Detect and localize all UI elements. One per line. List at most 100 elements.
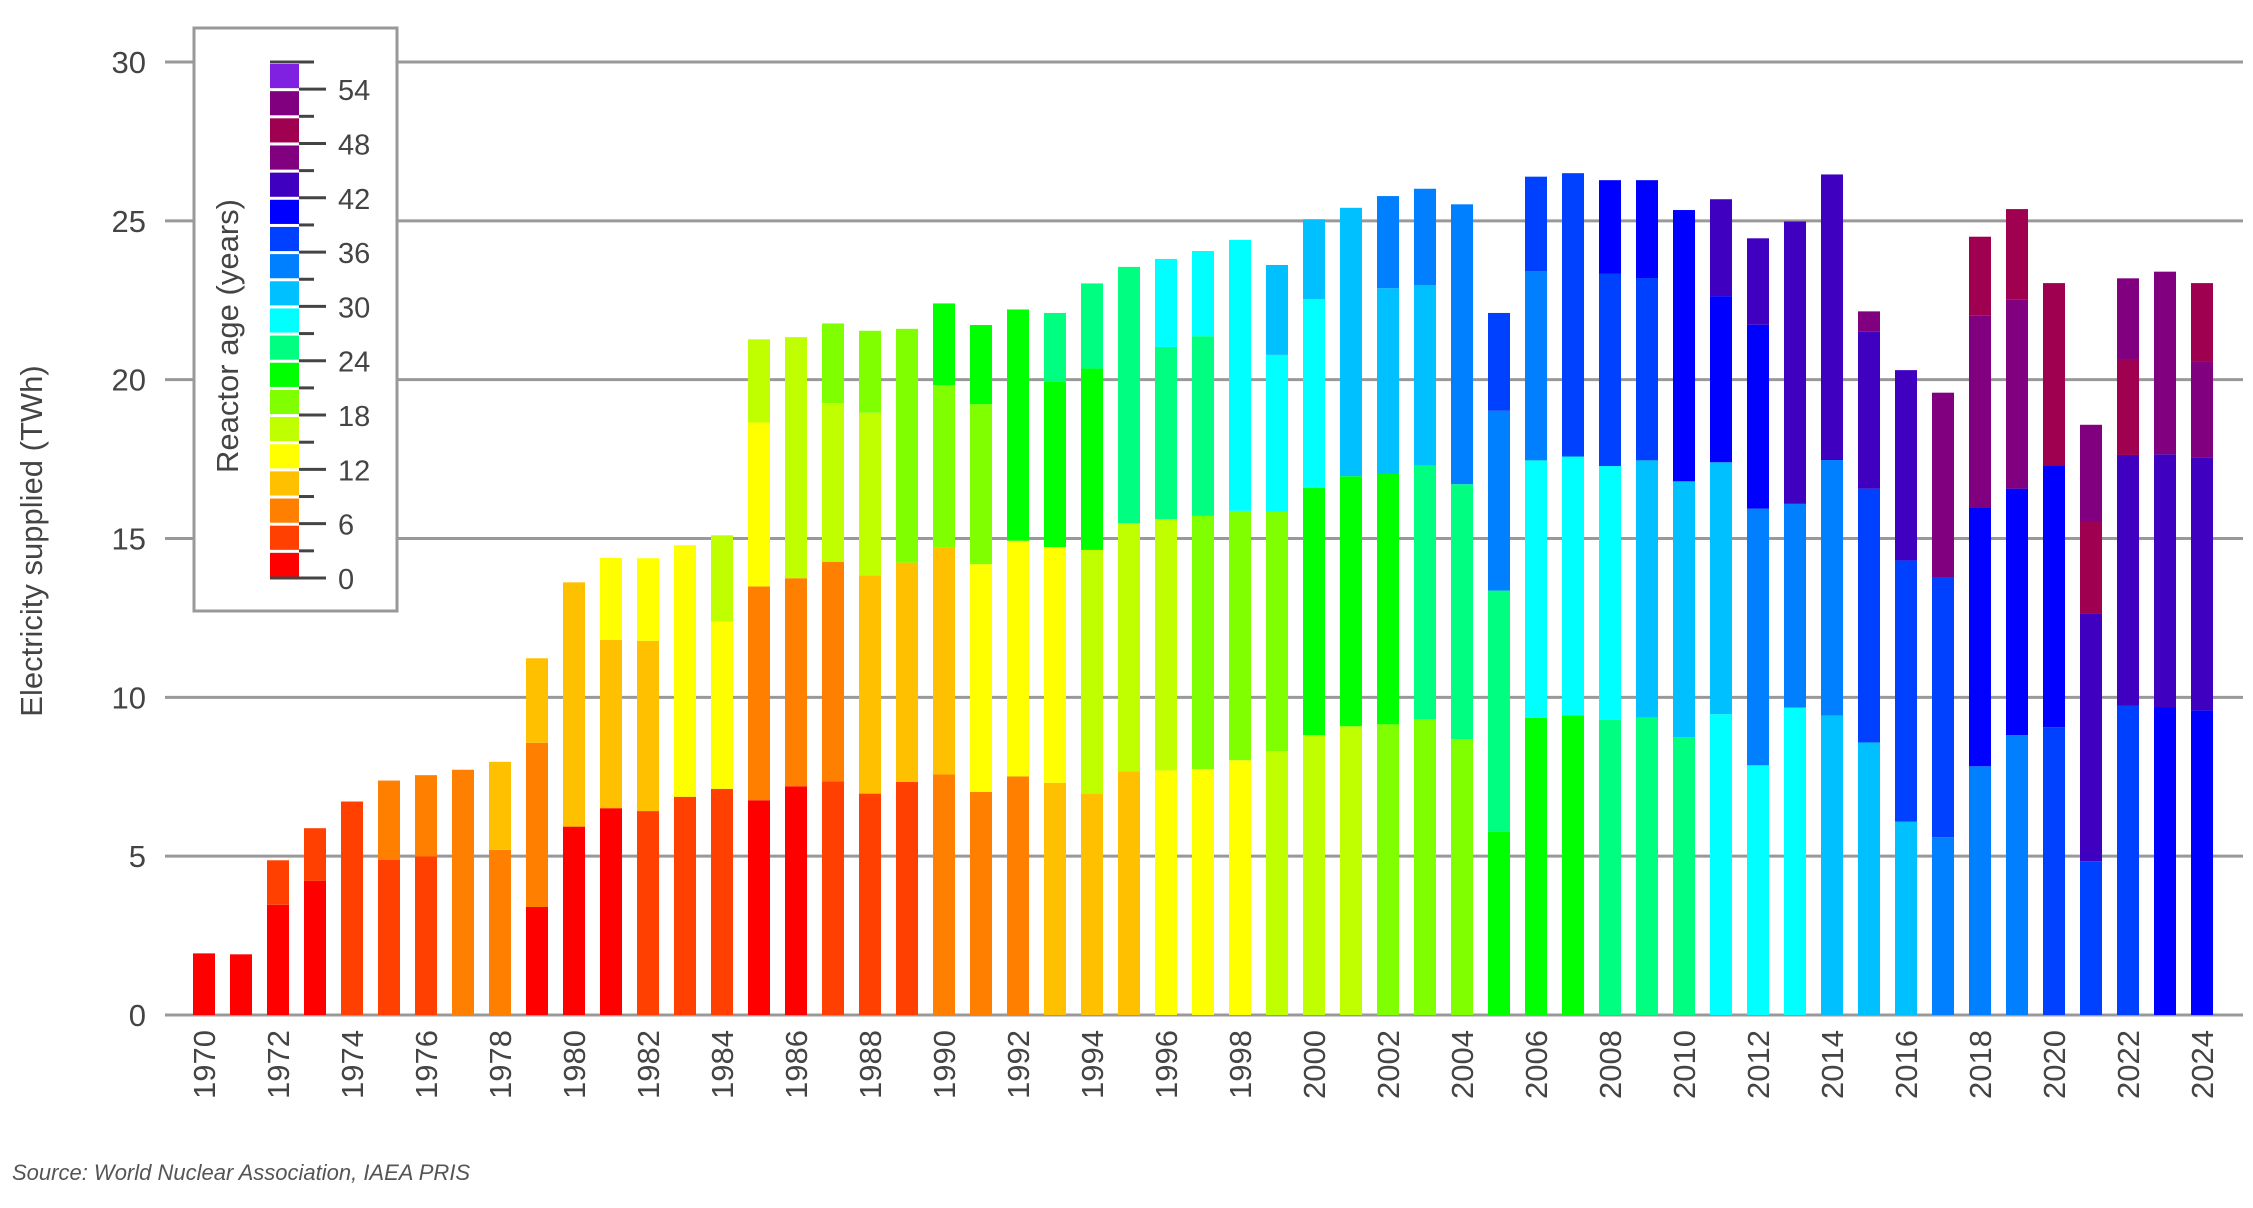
legend-tick-label: 24	[338, 347, 370, 379]
y-tick-label: 20	[112, 363, 146, 398]
bar-segment-age-36	[1858, 488, 1880, 743]
bar-segment-age-24	[1155, 346, 1177, 520]
bar-segment-age-15	[711, 535, 733, 622]
legend-swatch-age-54	[270, 64, 299, 89]
bar-segment-age-6	[526, 742, 548, 907]
bar-segment-age-27	[1562, 456, 1584, 716]
y-tick-label: 25	[112, 204, 146, 239]
bar-segment-age-12	[1155, 770, 1177, 1015]
bar-segment-age-18	[970, 404, 992, 565]
bar-segment-age-12	[637, 558, 659, 641]
y-tick-label: 30	[112, 45, 146, 80]
bar-segment-age-42	[1858, 331, 1880, 489]
bar-segment-age-24	[1451, 484, 1473, 740]
bar-segment-age-33	[1932, 837, 1954, 1015]
bar-segment-age-33	[1377, 196, 1399, 289]
bar-segment-age-30	[1266, 264, 1288, 355]
legend-swatch-age-33	[270, 254, 299, 279]
bar-1984	[711, 535, 733, 1015]
bar-2020	[2043, 283, 2065, 1015]
bar-segment-age-3	[711, 788, 733, 1015]
bar-segment-age-0	[600, 808, 622, 1015]
bar-segment-age-21	[1488, 831, 1510, 1015]
bar-segment-age-0	[193, 953, 215, 1015]
bar-segment-age-42	[1710, 199, 1732, 297]
bar-segment-age-15	[785, 337, 807, 579]
bar-segment-age-30	[1821, 715, 1843, 1015]
bar-segment-age-24	[1599, 719, 1621, 1015]
bar-1985	[748, 339, 770, 1015]
legend-swatch-age-39	[270, 199, 299, 224]
x-tick-label: 2016	[1889, 1030, 1924, 1099]
x-tick-label: 2024	[2185, 1030, 2220, 1099]
bar-2023	[2154, 271, 2176, 1015]
bar-segment-age-30	[1340, 207, 1362, 477]
bar-segment-age-18	[1377, 724, 1399, 1015]
bar-segment-age-27	[1192, 251, 1214, 337]
bar-1999	[1266, 264, 1288, 1015]
bar-segment-age-33	[1525, 271, 1547, 461]
bar-2000	[1303, 219, 1325, 1015]
bar-segment-age-12	[1044, 547, 1066, 783]
bar-segment-age-33	[1747, 508, 1769, 766]
legend-tick-label: 12	[338, 455, 370, 487]
y-tick-label: 10	[112, 680, 146, 715]
bar-segment-age-24	[1488, 590, 1510, 832]
bar-segment-age-48	[1969, 236, 1991, 316]
bar-1972	[267, 860, 289, 1015]
bar-segment-age-12	[1007, 540, 1029, 777]
legend-swatch-age-30	[270, 281, 299, 306]
bar-segment-age-39	[2043, 465, 2065, 728]
y-axis-ticks: 0 5 10 15 20 25 30	[112, 45, 146, 1033]
x-tick-label: 1982	[631, 1030, 666, 1099]
legend-tick-label: 54	[338, 75, 370, 107]
bar-segment-age-36	[2117, 705, 2139, 1015]
bar-segment-age-6	[822, 561, 844, 782]
bar-1970	[193, 953, 215, 1015]
bar-segment-age-36	[1488, 312, 1510, 411]
legend-swatch-age-48	[270, 118, 299, 143]
bar-segment-age-15	[822, 403, 844, 562]
bar-segment-age-33	[1414, 188, 1436, 286]
bar-segment-age-39	[1636, 180, 1658, 279]
bar-1995	[1118, 266, 1140, 1015]
bar-segment-age-30	[1636, 460, 1658, 718]
bar-2015	[1858, 311, 1880, 1015]
x-tick-label: 2008	[1593, 1030, 1628, 1099]
bar-segment-age-24	[1192, 336, 1214, 516]
bar-segment-age-42	[2080, 613, 2102, 862]
bar-segment-age-39	[1673, 210, 1695, 482]
y-tick-label: 5	[129, 839, 146, 874]
bar-segment-age-15	[1155, 519, 1177, 771]
bar-segment-age-36	[1599, 273, 1621, 467]
bar-segment-age-24	[1673, 737, 1695, 1015]
bar-segment-age-45	[1969, 315, 1991, 509]
legend-swatch-age-15	[270, 417, 299, 442]
legend-swatch-age-42	[270, 172, 299, 197]
bar-1990	[933, 303, 955, 1015]
bar-segment-age-30	[1414, 285, 1436, 466]
bar-segment-age-33	[2006, 735, 2028, 1015]
bar-1994	[1081, 283, 1103, 1015]
legend-tick-label: 48	[338, 129, 370, 161]
bar-2018	[1969, 236, 1991, 1015]
bar-segment-age-45	[1932, 392, 1954, 578]
bar-segment-age-21	[1562, 715, 1584, 1015]
x-tick-label: 1970	[187, 1030, 222, 1099]
bar-segment-age-48	[2006, 209, 2028, 300]
bar-segment-age-18	[1266, 511, 1288, 752]
bar-segment-age-24	[1081, 283, 1103, 369]
x-tick-label: 1998	[1223, 1030, 1258, 1099]
bar-2006	[1525, 176, 1547, 1015]
legend-swatch-age-9	[270, 471, 299, 496]
bar-segment-age-9	[489, 761, 511, 850]
bar-segment-age-12	[970, 564, 992, 792]
x-tick-label: 1984	[705, 1030, 740, 1099]
bar-2022	[2117, 278, 2139, 1015]
bar-segment-age-18	[822, 323, 844, 404]
bar-1986	[785, 337, 807, 1015]
bar-segment-age-24	[1636, 717, 1658, 1015]
legend-swatch-age-6	[270, 498, 299, 523]
x-tick-label: 1994	[1075, 1030, 1110, 1099]
legend-swatch-age-18	[270, 389, 299, 415]
